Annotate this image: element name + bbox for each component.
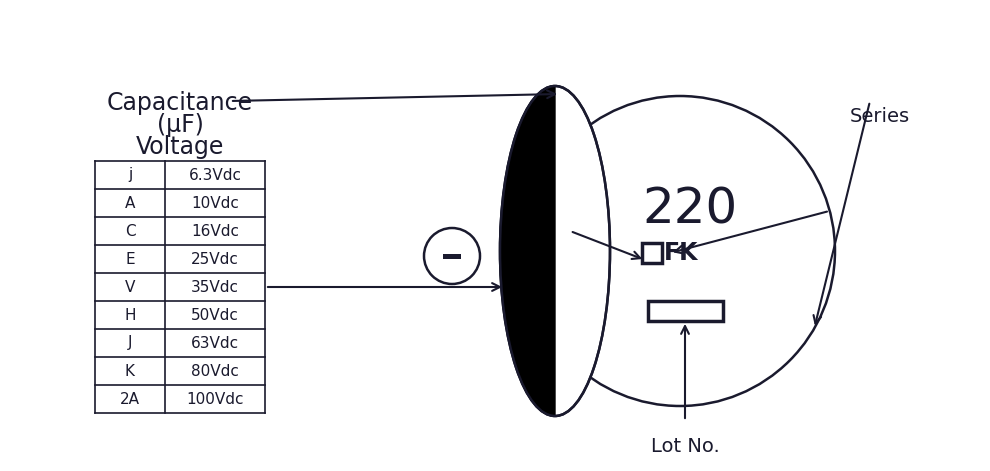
Text: (μF): (μF) [156,113,203,137]
Text: Voltage: Voltage [136,135,224,159]
Text: FK: FK [664,241,699,265]
Text: J: J [128,335,133,350]
Ellipse shape [500,86,610,416]
Text: K: K [125,364,135,379]
Text: 6.3Vdc: 6.3Vdc [188,168,242,182]
Text: 35Vdc: 35Vdc [191,279,239,294]
Text: A: A [125,195,136,211]
Text: Series: Series [850,106,910,125]
Text: 2A: 2A [120,391,140,406]
Text: 25Vdc: 25Vdc [191,252,239,267]
Text: 50Vdc: 50Vdc [191,308,239,323]
Text: 10Vdc: 10Vdc [191,195,239,211]
Text: H: H [125,308,136,323]
Text: j: j [128,168,132,182]
Text: V: V [125,279,136,294]
Circle shape [424,228,480,284]
Text: 16Vdc: 16Vdc [191,224,239,238]
Text: E: E [125,252,135,267]
Text: Capacitance: Capacitance [107,91,253,115]
Bar [642,243,662,263]
Text: 220: 220 [643,185,738,233]
Text: Lot No.: Lot No. [650,437,720,455]
Text: 100Vdc: 100Vdc [186,391,244,406]
Bar [443,253,461,259]
Text: 80Vdc: 80Vdc [191,364,239,379]
Bar [647,301,723,321]
Text: 63Vdc: 63Vdc [191,335,239,350]
Circle shape [525,96,835,406]
Text: C: C [125,224,136,238]
Polygon shape [500,86,555,416]
